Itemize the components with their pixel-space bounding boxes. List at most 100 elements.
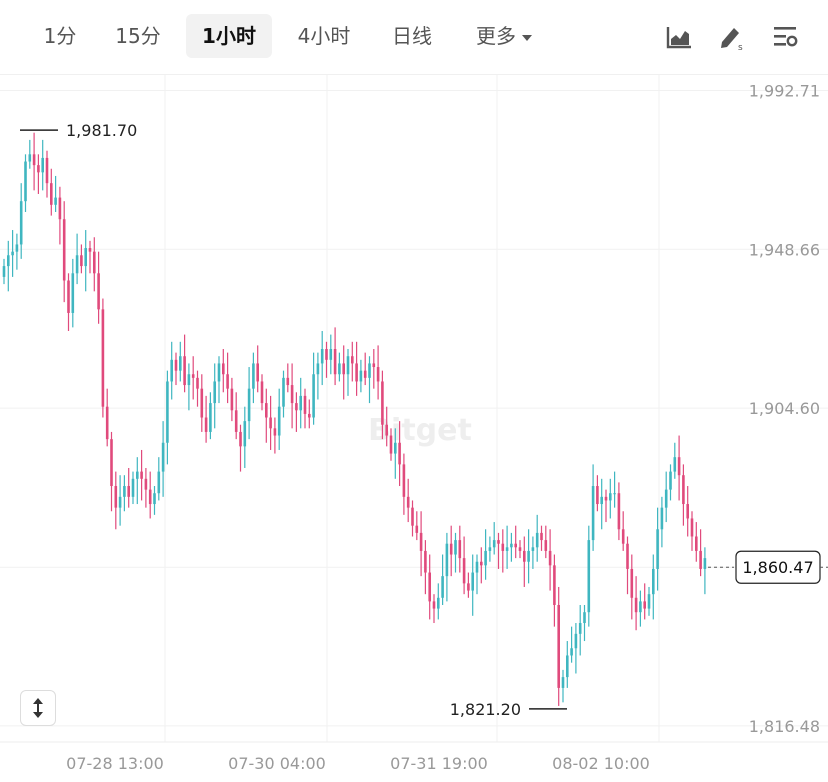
candle-body	[11, 251, 14, 256]
candle-body	[286, 377, 290, 386]
candle-body	[514, 543, 517, 548]
candle-body	[166, 381, 169, 443]
candle-body	[123, 486, 126, 497]
candle-body	[484, 550, 487, 566]
candle-body	[497, 540, 500, 544]
candle-body	[445, 543, 449, 577]
candle-body	[428, 572, 431, 602]
y-tick-label: 1,816.48	[749, 717, 820, 736]
candle-body	[406, 496, 410, 508]
candle-body	[501, 543, 505, 551]
candle-body	[432, 601, 436, 609]
candle-body	[458, 540, 462, 559]
tab-1m[interactable]: 1分	[43, 24, 77, 48]
candle-body	[179, 356, 182, 371]
candle-body	[24, 161, 27, 202]
candle-body	[690, 518, 694, 537]
candle-body	[84, 248, 87, 267]
candle-body	[591, 486, 595, 541]
candle-body	[578, 623, 582, 634]
candle-body	[187, 374, 191, 386]
pen-draw-icon[interactable]: s	[716, 22, 746, 52]
candle-body	[467, 583, 470, 591]
candle-body	[643, 601, 646, 609]
candle-body	[260, 381, 264, 404]
candle-body	[204, 417, 208, 432]
candle-body	[230, 388, 234, 411]
candle-body	[97, 273, 100, 310]
candle-body	[381, 381, 384, 425]
candle-body	[80, 255, 83, 267]
tab-1h[interactable]: 1小时	[186, 14, 272, 58]
candle-body	[540, 532, 543, 541]
candle-body	[669, 471, 672, 490]
candle-body	[639, 601, 642, 613]
candle-body	[385, 424, 388, 436]
candle-body	[45, 157, 49, 184]
candle-body	[609, 493, 612, 501]
candle-body	[449, 543, 453, 555]
candle-body	[282, 377, 285, 407]
candle-body	[626, 543, 629, 569]
tab-more[interactable]: 更多	[462, 14, 546, 58]
settings-sliders-icon[interactable]	[770, 22, 800, 52]
candle-body	[269, 417, 272, 429]
candle-body	[617, 493, 621, 530]
tab-more-label: 更多	[476, 24, 516, 48]
candle-body	[161, 442, 165, 472]
candle-body	[320, 349, 324, 364]
candle-body	[634, 597, 638, 613]
candle-body	[342, 363, 345, 375]
candle-body	[475, 561, 479, 573]
candle-body	[677, 457, 681, 476]
y-tick-label: 1,904.60	[749, 399, 820, 418]
x-tick-label: 08-02 10:00	[552, 754, 650, 773]
candle-body	[613, 493, 616, 495]
candle-body	[630, 568, 634, 598]
candle-body	[673, 457, 677, 472]
candle-body	[424, 550, 427, 573]
candle-body	[316, 363, 320, 375]
candle-body	[355, 363, 358, 382]
candle-body	[548, 550, 552, 566]
candle-body	[222, 363, 225, 375]
candle-body	[183, 356, 186, 386]
candle-body	[7, 255, 10, 267]
candle-body	[157, 471, 161, 494]
candle-body	[265, 403, 268, 418]
vertical-arrows-icon	[33, 698, 43, 718]
candle-body	[209, 403, 212, 432]
timeframe-toolbar: 1分 15分 1小时 4小时 日线 更多 s	[0, 0, 828, 75]
tab-15m[interactable]: 15分	[115, 24, 161, 48]
candle-body	[110, 439, 113, 487]
candle-body	[604, 496, 608, 501]
candle-body	[574, 633, 578, 649]
y-tick-label: 1,948.66	[749, 240, 820, 259]
candle-body	[557, 604, 560, 688]
candle-body	[15, 244, 19, 252]
tab-1d[interactable]: 日线	[392, 24, 432, 48]
candle-body	[140, 471, 143, 479]
candle-body	[523, 550, 526, 562]
tab-4h[interactable]: 4小时	[297, 24, 351, 48]
candle-body	[174, 359, 178, 371]
candle-body	[488, 547, 492, 551]
area-chart-icon[interactable]	[664, 22, 694, 52]
candle-body	[273, 428, 277, 436]
candle-body	[664, 489, 668, 508]
candle-body	[131, 478, 135, 497]
candle-body	[372, 363, 376, 368]
candle-body	[587, 540, 591, 613]
expand-button[interactable]	[20, 690, 56, 726]
candle-body	[295, 403, 298, 411]
candle-body	[660, 507, 664, 530]
candle-body	[505, 547, 509, 551]
candle-body	[647, 594, 651, 609]
candle-body	[621, 529, 625, 544]
candle-body	[682, 475, 685, 505]
candle-body	[243, 421, 247, 447]
candle-body	[518, 547, 522, 551]
candle-body	[127, 486, 130, 497]
candle-body	[376, 367, 380, 382]
